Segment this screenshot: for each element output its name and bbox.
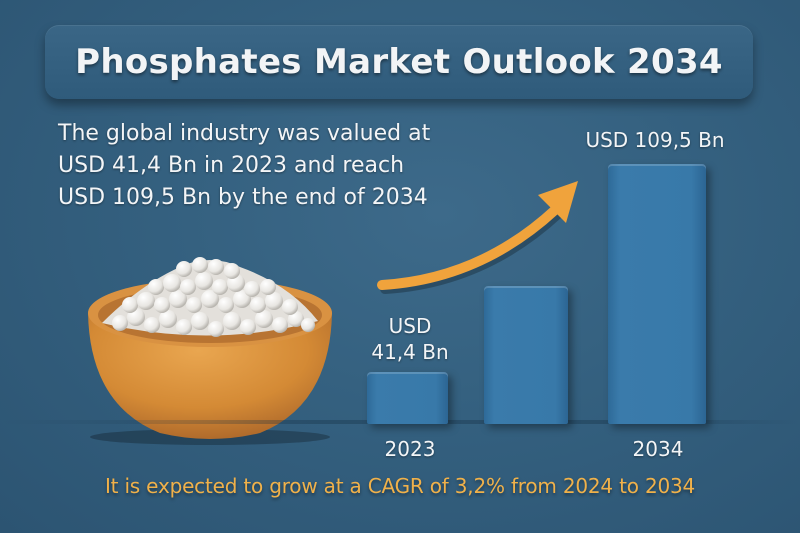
intro-line-2: USD 41,4 Bn in 2023 and reach: [58, 153, 405, 178]
intro-line-1: The global industry was valued at: [58, 121, 431, 146]
page-title: Phosphates Market Outlook 2034: [75, 42, 723, 82]
bar-2023: [367, 372, 448, 424]
bar-middle: [484, 286, 568, 424]
title-banner: Phosphates Market Outlook 2034: [45, 25, 753, 99]
growth-arrow-icon: [377, 181, 578, 294]
bar-2023-value-label: USD 41,4 Bn: [360, 313, 460, 365]
x-tick-2023: 2023: [384, 437, 436, 461]
bar-2034: [608, 164, 706, 424]
cagr-footer: It is expected to grow at a CAGR of 3,2%…: [104, 474, 696, 498]
bar-2023-value-line-1: USD: [388, 314, 432, 338]
intro-line-3: USD 109,5 Bn by the end of 2034: [58, 185, 428, 210]
x-tick-2034: 2034: [632, 437, 684, 461]
bar-2034-value-label: USD 109,5 Bn: [585, 128, 725, 152]
bowl-of-phosphate-granules-icon: [88, 257, 332, 445]
bar-2023-value-line-2: 41,4 Bn: [371, 340, 449, 364]
intro-text: The global industry was valued at USD 41…: [58, 118, 458, 214]
